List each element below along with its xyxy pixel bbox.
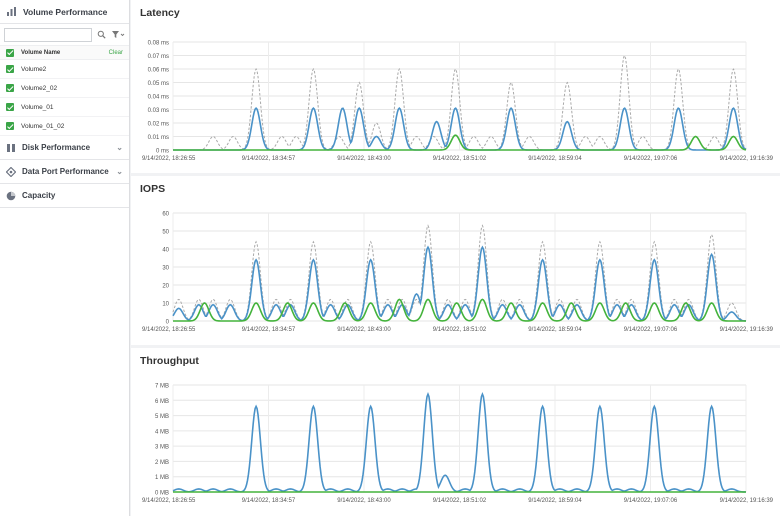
y-tick-label: 40	[162, 248, 169, 254]
volume-label: Volume_01_02	[21, 122, 65, 130]
bar-chart-icon	[7, 7, 16, 16]
y-tick-label: 60	[162, 212, 169, 218]
volume-checkbox[interactable]	[6, 103, 14, 111]
y-tick-label: 50	[162, 230, 169, 236]
y-tick-label: 7 MB	[155, 384, 169, 390]
x-tick-label: 9/14/2022, 18:43:00	[337, 327, 391, 333]
y-tick-label: 0.07 ms	[148, 54, 169, 60]
volume-checkbox[interactable]	[6, 122, 14, 130]
section-disk-performance[interactable]: Disk Performance ⌄	[0, 136, 129, 160]
x-tick-label: 9/14/2022, 18:43:00	[337, 156, 391, 162]
iops-chart: 60 50 40 30 20 10 09/14/2022, 18:26:55 9/14/202…	[142, 212, 774, 334]
throughput-title: Throughput	[140, 355, 199, 367]
section-label: Disk Performance	[22, 143, 91, 152]
iops-panel: IOPS 60 50 40 30 20 10 0 9/14/2022, 18:26:55 9/1…	[131, 176, 780, 345]
x-tick-label: 9/14/2022, 18:26:55	[142, 156, 196, 162]
chevron-down-icon[interactable]: ⌄	[116, 143, 123, 152]
x-tick-label: 9/14/2022, 18:34:57	[242, 498, 296, 504]
series-line-1	[172, 245, 747, 322]
y-tick-label: 0 ms	[156, 149, 169, 155]
volume-label: Volume2_02	[21, 84, 58, 92]
y-tick-label: 4 MB	[155, 429, 169, 435]
x-tick-label: 9/14/2022, 18:59:04	[528, 156, 582, 162]
x-tick-label: 9/14/2022, 19:07:06	[624, 327, 678, 333]
chevron-down-icon[interactable]: ⌄	[116, 167, 123, 176]
search-input[interactable]	[4, 27, 92, 42]
latency-panel: Latency 0.08 ms 0.07 ms 0.06 ms 0.05 ms 0.04…	[131, 0, 780, 173]
x-tick-label: 9/14/2022, 18:51:02	[433, 498, 487, 504]
iops-title: IOPS	[140, 183, 166, 195]
x-tick-label: 9/14/2022, 18:26:55	[142, 327, 196, 333]
disk-icon	[6, 143, 22, 153]
y-tick-label: 30	[162, 266, 169, 272]
y-tick-label: 2 MB	[155, 460, 169, 466]
search-row	[0, 24, 129, 46]
y-tick-label: 0.03 ms	[148, 108, 169, 114]
throughput-chart: 7 MB6 MB5 MB4 MB3 MB2 MB1 MB0 MB9/14/202…	[142, 384, 774, 505]
volume-item[interactable]: Volume2_02	[0, 79, 129, 98]
section-label: Data Port Performance	[22, 167, 109, 176]
x-tick-label: 9/14/2022, 19:07:06	[624, 498, 678, 504]
volume-label: Volume_01	[21, 103, 54, 111]
y-tick-label: 3 MB	[155, 445, 169, 451]
series-line-2	[173, 298, 746, 322]
collapsed-sections: Disk Performance ⌄ Data Port Performance ⌄ C…	[0, 136, 129, 208]
select-all-checkbox[interactable]	[6, 48, 14, 57]
y-tick-label: 0.08 ms	[148, 41, 169, 47]
sidebar: Volume Performance Volume Name Clear Vol…	[0, 0, 130, 516]
volume-performance-title: Volume Performance	[23, 6, 108, 17]
section-capacity[interactable]: Capacity	[0, 184, 129, 208]
x-tick-label: 9/14/2022, 18:43:00	[337, 498, 391, 504]
y-tick-label: 0.01 ms	[148, 135, 169, 141]
search-icon[interactable]	[95, 28, 108, 42]
y-tick-label: 10	[162, 302, 169, 308]
y-tick-label: 0.02 ms	[148, 122, 169, 128]
x-tick-label: 9/14/2022, 19:07:06	[624, 156, 678, 162]
filter-icon[interactable]	[111, 28, 125, 42]
data-port-icon	[6, 166, 22, 177]
y-tick-label: 6 MB	[155, 399, 169, 405]
x-tick-label: 9/14/2022, 18:59:04	[528, 327, 582, 333]
capacity-pie-icon	[6, 191, 22, 201]
y-tick-label: 5 MB	[155, 414, 169, 420]
x-tick-label: 9/14/2022, 19:16:39	[720, 327, 774, 333]
volume-name-column: Volume Name	[21, 49, 61, 56]
series-line-0	[172, 392, 747, 493]
x-tick-label: 9/14/2022, 18:59:04	[528, 498, 582, 504]
section-data-port-performance[interactable]: Data Port Performance ⌄	[0, 160, 129, 184]
volume-list: Volume2 Volume2_02 Volume_01 Volume_01_02	[0, 60, 129, 136]
latency-chart: 0.08 ms 0.07 ms 0.06 ms 0.05 ms 0.04 ms 0.03 …	[142, 41, 774, 163]
latency-title: Latency	[140, 7, 180, 19]
throughput-panel: Throughput 7 MB 6 MB 5 MB 4 MB 3 MB 2 MB 1 MB 0…	[131, 348, 780, 516]
volume-label: Volume2	[21, 65, 47, 73]
series-line-2	[173, 134, 747, 151]
y-tick-label: 0 MB	[155, 491, 169, 497]
x-tick-label: 9/14/2022, 18:34:57	[242, 156, 296, 162]
section-label: Capacity	[22, 191, 56, 200]
x-tick-label: 9/14/2022, 18:34:57	[242, 327, 296, 333]
volume-item[interactable]: Volume_01	[0, 98, 129, 117]
y-tick-label: 0	[166, 320, 170, 326]
y-tick-label: 20	[162, 284, 169, 290]
x-tick-label: 9/14/2022, 18:51:02	[433, 156, 487, 162]
x-tick-label: 9/14/2022, 19:16:39	[720, 498, 774, 504]
y-tick-label: 0.05 ms	[148, 81, 169, 87]
volume-performance-header[interactable]: Volume Performance	[0, 0, 129, 24]
main-content: Latency 0.08 ms 0.07 ms 0.06 ms 0.05 ms 0.04…	[131, 0, 780, 516]
y-tick-label: 0.06 ms	[148, 68, 169, 74]
series-line-0	[172, 224, 747, 322]
y-tick-label: 0.04 ms	[148, 95, 169, 101]
volume-checkbox[interactable]	[6, 84, 14, 92]
clear-button[interactable]: Clear	[108, 49, 123, 56]
volume-item[interactable]: Volume_01_02	[0, 117, 129, 136]
volume-checkbox[interactable]	[6, 65, 14, 73]
x-tick-label: 9/14/2022, 19:16:39	[720, 156, 774, 162]
x-tick-label: 9/14/2022, 18:51:02	[433, 327, 487, 333]
volume-item[interactable]: Volume2	[0, 60, 129, 79]
volume-list-header: Volume Name Clear	[0, 46, 129, 60]
x-tick-label: 9/14/2022, 18:26:55	[142, 498, 196, 504]
y-tick-label: 1 MB	[155, 475, 169, 481]
